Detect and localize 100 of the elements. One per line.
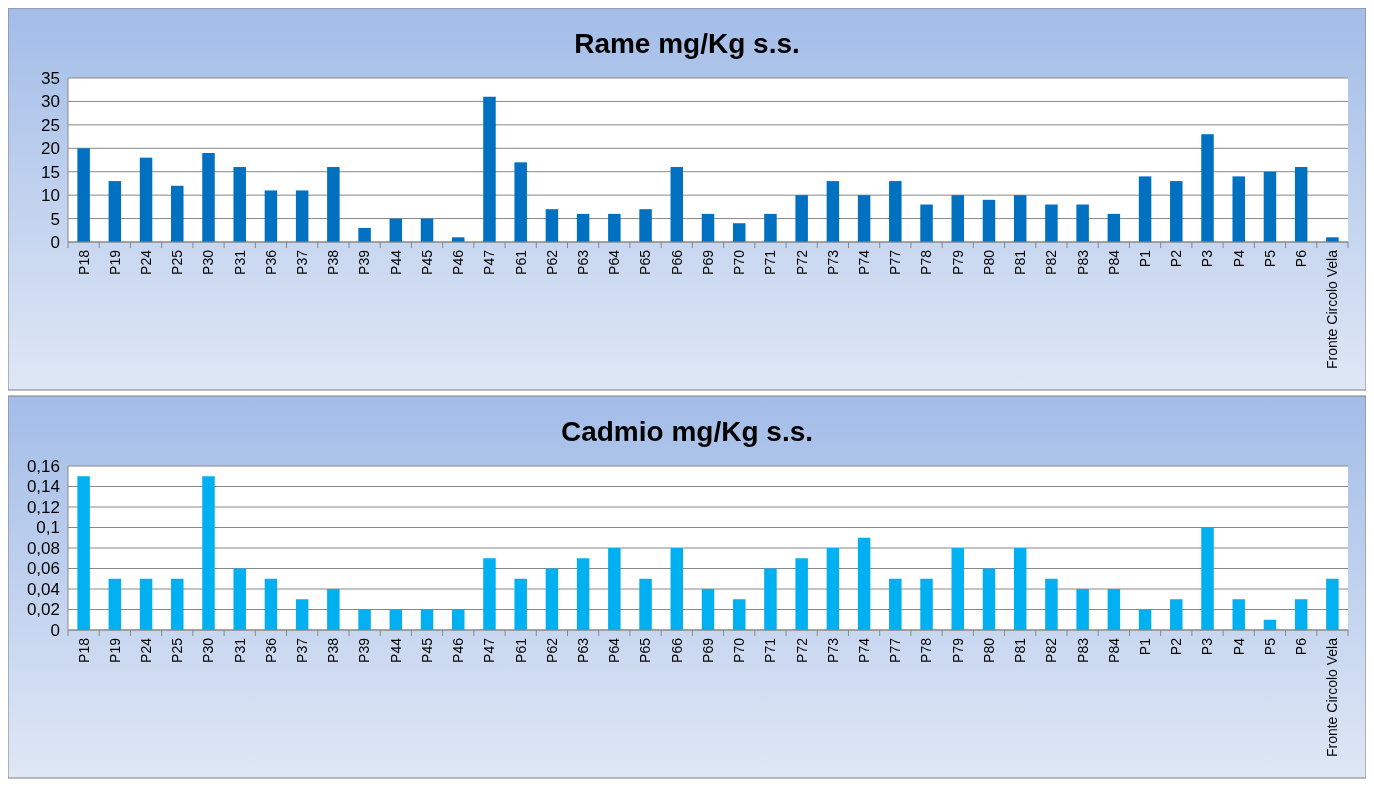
- bar: [795, 195, 808, 242]
- x-tick-label: P38: [325, 637, 342, 663]
- x-tick-label: P70: [731, 249, 748, 275]
- y-tick-label: 0,16: [26, 456, 60, 476]
- bar: [639, 578, 652, 630]
- x-tick-label: P24: [137, 637, 154, 663]
- bar: [951, 195, 964, 242]
- bar: [1170, 181, 1183, 242]
- bar: [889, 578, 902, 630]
- bar: [202, 476, 215, 630]
- bar: [701, 213, 715, 242]
- x-tick-label: P4: [1230, 637, 1247, 656]
- x-tick-label: P74: [856, 637, 872, 663]
- bar: [389, 218, 403, 242]
- bar: [1294, 599, 1308, 630]
- x-tick-label: P77: [887, 637, 904, 663]
- x-tick-label: P2: [1168, 249, 1185, 268]
- y-tick-label: 0,1: [36, 518, 60, 538]
- bar: [951, 548, 964, 630]
- bar: [576, 558, 590, 630]
- x-tick-label: P63: [575, 637, 592, 663]
- x-tick-label: P66: [668, 249, 685, 275]
- x-tick-label: P83: [1074, 249, 1091, 275]
- x-tick-label: P65: [637, 249, 654, 275]
- x-tick-label: P79: [949, 637, 966, 663]
- x-tick-label: P37: [294, 637, 311, 663]
- x-tick-label: Fronte Circolo Vela: [1324, 249, 1341, 370]
- x-tick-label: P1: [1136, 249, 1153, 268]
- x-tick-label: P31: [231, 249, 248, 275]
- y-tick-label: 25: [41, 115, 60, 135]
- bar: [77, 148, 90, 242]
- bar: [545, 209, 559, 242]
- bar: [795, 558, 808, 630]
- x-tick-label: P6: [1293, 249, 1310, 268]
- x-tick-label: P36: [262, 637, 279, 663]
- bar: [420, 218, 434, 242]
- x-tick-label: P84: [1105, 637, 1122, 663]
- x-tick-label: P66: [668, 637, 685, 663]
- bar: [171, 578, 184, 630]
- y-tick-label: 0,14: [26, 477, 60, 497]
- y-tick-label: 35: [41, 68, 60, 88]
- bar: [264, 578, 278, 630]
- bar: [826, 548, 840, 630]
- x-tick-label: P47: [481, 249, 498, 275]
- bar: [483, 558, 496, 630]
- bar: [1045, 204, 1058, 242]
- bar: [1294, 167, 1308, 242]
- x-tick-label: P62: [543, 249, 560, 275]
- x-tick-label: P73: [824, 637, 841, 663]
- x-tick-label: P18: [75, 637, 92, 663]
- x-tick-label: P37: [294, 249, 311, 275]
- bar: [982, 568, 996, 630]
- x-tick-label: P36: [262, 249, 279, 275]
- bar: [857, 195, 871, 242]
- x-tick-label: P44: [387, 249, 404, 275]
- bar: [514, 578, 527, 630]
- bar: [77, 476, 90, 630]
- x-tick-label: P80: [980, 249, 997, 275]
- x-tick-label: P78: [918, 249, 935, 275]
- x-tick-label: P3: [1199, 637, 1216, 656]
- x-tick-label: P38: [325, 249, 342, 275]
- x-tick-label: P46: [450, 637, 467, 663]
- x-tick-label: P45: [418, 249, 435, 275]
- bar: [295, 599, 309, 630]
- bar: [1232, 176, 1245, 242]
- x-tick-label: P62: [543, 637, 560, 663]
- bar: [732, 223, 746, 242]
- bar: [202, 152, 215, 242]
- x-tick-label: P1: [1136, 637, 1153, 656]
- bar: [1201, 527, 1214, 630]
- chart-title: Cadmio mg/Kg s.s.: [560, 416, 814, 447]
- y-tick-label: 0,08: [26, 538, 60, 558]
- x-tick-label: P81: [1012, 637, 1029, 663]
- x-tick-label: P39: [356, 249, 373, 275]
- x-tick-label: P2: [1168, 637, 1185, 656]
- chart-title: Rame mg/Kg s.s.: [574, 28, 800, 59]
- y-tick-label: 10: [41, 186, 60, 206]
- x-tick-label: P31: [231, 637, 248, 663]
- x-tick-label: P72: [793, 249, 810, 275]
- x-tick-label: P30: [200, 249, 217, 275]
- y-tick-label: 0,02: [26, 600, 60, 620]
- x-tick-label: P4: [1230, 249, 1247, 268]
- bar: [1045, 578, 1058, 630]
- x-tick-label: P46: [450, 249, 467, 275]
- x-tick-label: P71: [762, 249, 779, 275]
- y-tick-label: 0: [50, 620, 60, 640]
- x-tick-label: P6: [1293, 637, 1310, 656]
- bar: [639, 209, 652, 242]
- x-tick-label: P5: [1261, 249, 1278, 268]
- y-tick-label: 0,12: [26, 497, 60, 517]
- bar: [982, 199, 996, 242]
- bar: [1201, 134, 1214, 242]
- x-tick-label: P45: [418, 637, 435, 663]
- x-tick-label: P3: [1199, 249, 1216, 268]
- bar: [1326, 578, 1339, 630]
- y-tick-label: 0,04: [26, 579, 60, 599]
- y-tick-label: 0: [50, 232, 60, 252]
- bar: [171, 185, 184, 242]
- x-tick-label: P77: [887, 249, 904, 275]
- bar: [108, 578, 122, 630]
